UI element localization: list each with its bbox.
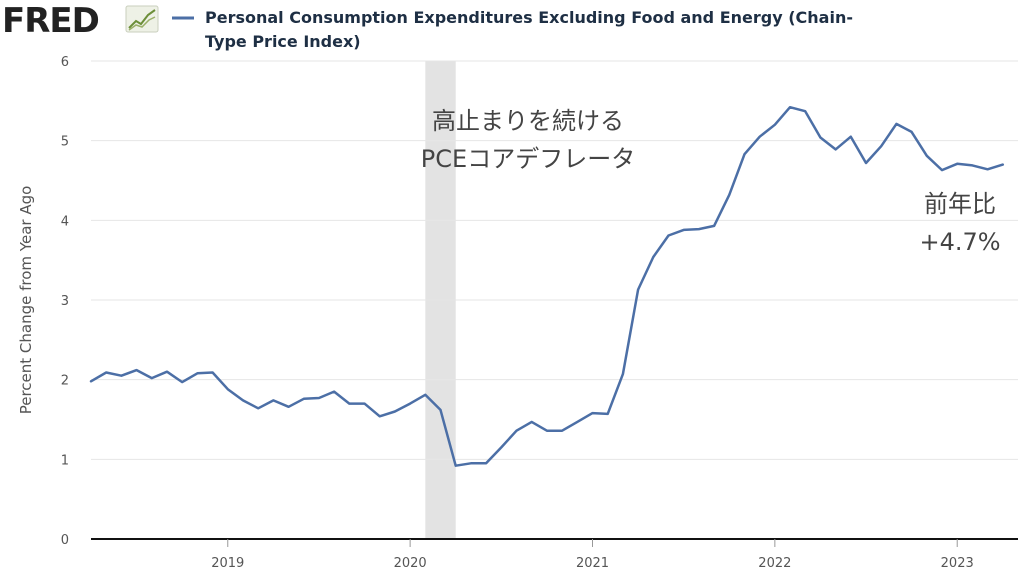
annotation-high-line-1: 高止まりを続ける xyxy=(432,107,624,135)
fred-logo-text: FRED xyxy=(2,1,99,41)
y-axis-label: Percent Change from Year Ago xyxy=(17,186,35,415)
y-tick-label-4: 4 xyxy=(61,214,69,229)
fred-logo[interactable]: FRED xyxy=(2,1,159,41)
y-tick-label-1: 1 xyxy=(61,453,69,468)
y-tick-labels: 0 1 2 3 4 5 6 xyxy=(61,55,69,548)
x-tick-label-2022: 2022 xyxy=(758,556,791,571)
annotation-high-line-2: PCEコアデフレータ xyxy=(421,145,635,173)
gridlines xyxy=(91,60,1018,540)
y-tick-label-5: 5 xyxy=(61,135,69,150)
x-tick-label-2021: 2021 xyxy=(576,556,609,571)
trend-chart-icon xyxy=(125,5,159,33)
series-layer xyxy=(89,105,1005,467)
x-tick-label-2023: 2023 xyxy=(941,556,974,571)
y-tick-label-6: 6 xyxy=(61,55,69,70)
annotation-yoy-line-2: +4.7% xyxy=(919,228,1000,256)
y-tick-label-0: 0 xyxy=(61,533,69,548)
chart-title-line-1: Personal Consumption Expenditures Exclud… xyxy=(205,8,853,27)
x-tick-label-2020: 2020 xyxy=(394,556,427,571)
x-tick-labels: 2019 2020 2021 2022 2023 xyxy=(211,539,974,571)
series-line-0 xyxy=(89,105,1005,467)
chart-title-line-2: Type Price Index) xyxy=(205,32,361,51)
y-tick-label-3: 3 xyxy=(61,294,69,309)
x-tick-label-2019: 2019 xyxy=(211,556,244,571)
annotation-yoy-line-1: 前年比 xyxy=(924,190,996,218)
y-tick-label-2: 2 xyxy=(61,374,69,389)
